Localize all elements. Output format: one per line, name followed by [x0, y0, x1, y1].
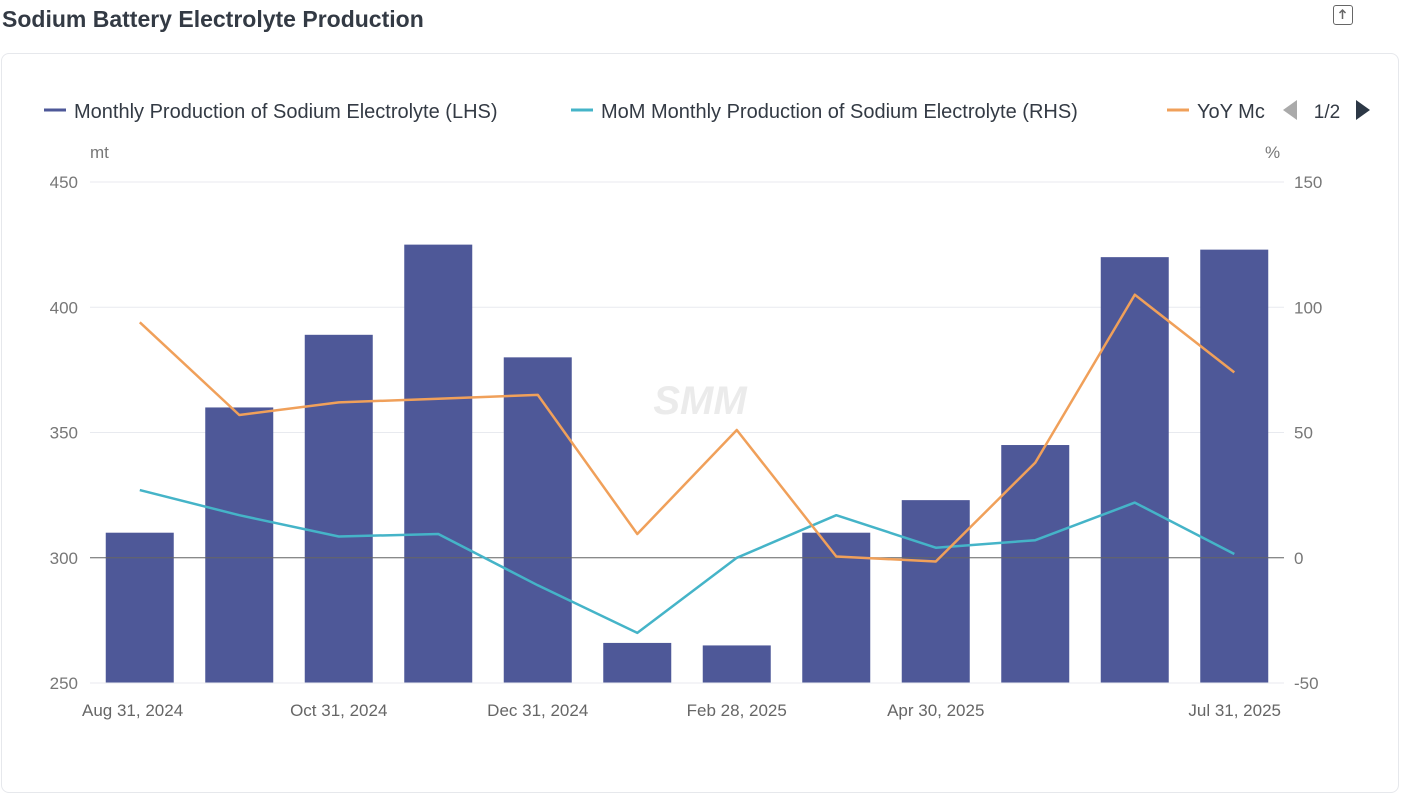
legend-label: YoY Mc [1197, 101, 1265, 123]
bar [304, 334, 373, 683]
left-tick-label: 350 [50, 424, 78, 443]
export-button[interactable] [1333, 5, 1353, 25]
line-series [138, 293, 1236, 635]
x-tick-label: Apr 30, 2025 [887, 701, 984, 720]
legend: Monthly Production of Sodium Electrolyte… [44, 100, 1370, 123]
bar [205, 407, 274, 683]
x-tick-label: Feb 28, 2025 [687, 701, 787, 720]
x-tick-label: Jul 31, 2025 [1188, 701, 1281, 720]
bar [1100, 257, 1169, 683]
watermark: SMM [653, 379, 748, 423]
legend-item: YoY Mc [1167, 101, 1265, 123]
bar-series [105, 244, 1269, 683]
right-tick-label: 0 [1294, 549, 1303, 568]
triangle-right-icon[interactable] [1356, 100, 1370, 120]
left-tick-label: 400 [50, 298, 78, 317]
export-icon [1338, 8, 1347, 19]
legend-label: MoM Monthly Production of Sodium Electro… [601, 101, 1078, 123]
left-tick-label: 450 [50, 173, 78, 192]
right-tick-label: -50 [1294, 674, 1319, 693]
left-tick-label: 250 [50, 674, 78, 693]
chart: SMM 250 300 350 400 450 -50 0 50 100 150 mt % Aug 31… [44, 100, 1370, 720]
series-line [139, 488, 1235, 635]
triangle-left-icon[interactable] [1283, 100, 1297, 120]
page-title: Sodium Battery Electrolyte Production [2, 6, 424, 32]
right-tick-label: 100 [1294, 298, 1322, 317]
legend-item: Monthly Production of Sodium Electrolyte… [44, 101, 498, 123]
axes: 250 300 350 400 450 -50 0 50 100 150 mt % Aug 31, 20… [50, 143, 1323, 720]
bar [105, 532, 174, 683]
watermark-text: SMM [653, 379, 748, 423]
right-tick-label: 50 [1294, 424, 1313, 443]
x-tick-label: Dec 31, 2024 [487, 701, 588, 720]
series-line [138, 293, 1236, 563]
x-tick-label: Aug 31, 2024 [82, 701, 183, 720]
left-tick-label: 300 [50, 549, 78, 568]
right-tick-label: 150 [1294, 173, 1322, 192]
right-axis-unit: % [1265, 143, 1280, 162]
x-tick-label: Oct 31, 2024 [290, 701, 387, 720]
bar [1001, 445, 1070, 683]
legend-label: Monthly Production of Sodium Electrolyte… [74, 101, 498, 123]
legend-page-indicator: 1/2 [1314, 102, 1340, 123]
bar [1200, 249, 1269, 683]
bar [901, 500, 970, 683]
left-axis-unit: mt [90, 143, 109, 162]
bar [404, 244, 473, 683]
bar [603, 642, 672, 683]
bar [702, 645, 771, 683]
legend-items: Monthly Production of Sodium Electrolyte… [44, 101, 1265, 123]
bar [503, 357, 572, 683]
legend-item: MoM Monthly Production of Sodium Electro… [571, 101, 1078, 123]
